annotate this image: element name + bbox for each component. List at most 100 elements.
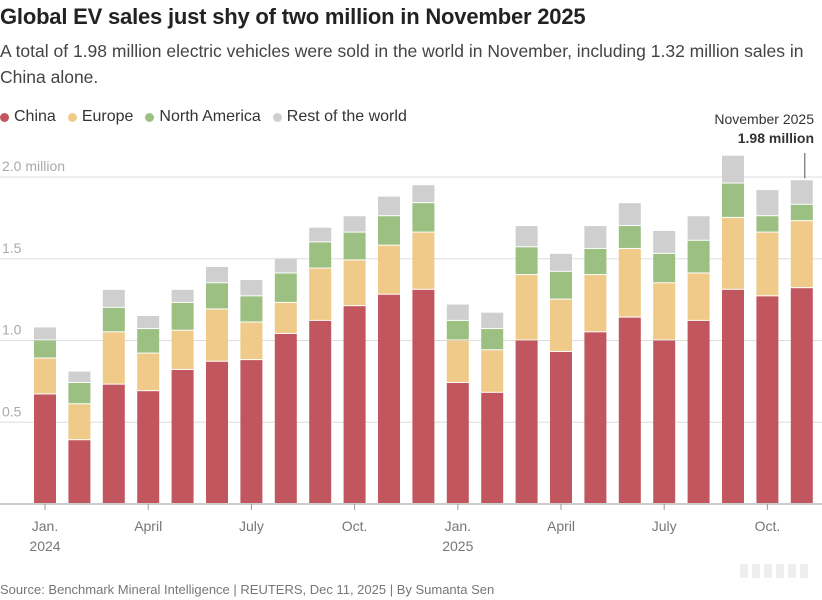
bar-segment-north-america bbox=[618, 226, 641, 248]
bar-segment-north-america bbox=[240, 296, 263, 322]
bar-segment-rest-of-the-world bbox=[102, 289, 125, 307]
bar-segment-north-america bbox=[171, 302, 194, 330]
bar-segment-north-america bbox=[584, 248, 607, 275]
legend-swatch-europe bbox=[67, 112, 77, 122]
x-tick-year-label: 2025 bbox=[442, 538, 473, 554]
bar-segment-china bbox=[446, 383, 469, 503]
latest-value-annotation: November 2025 1.98 million bbox=[714, 110, 814, 148]
bar-segment-rest-of-the-world bbox=[618, 203, 641, 226]
bar-segment-north-america bbox=[756, 216, 779, 232]
bar-segment-north-america bbox=[687, 240, 710, 273]
chart-title: Global EV sales just shy of two million … bbox=[0, 4, 586, 29]
bar-segment-north-america bbox=[378, 216, 400, 245]
x-tick-label: July bbox=[652, 518, 677, 534]
bar-segment-europe bbox=[515, 275, 538, 340]
stacked-bar-chart: 0.5 1.0 1.5 2.0 million Jan. 2024 April July Oct… bbox=[0, 153, 822, 554]
legend-label-rest-of-world: Rest of the world bbox=[286, 108, 407, 125]
bar-segment-north-america bbox=[446, 320, 469, 340]
chart-subtitle: A total of 1.98 million electric vehicle… bbox=[0, 41, 804, 87]
bar-segment-europe bbox=[584, 275, 607, 332]
bar-segment-rest-of-the-world bbox=[412, 185, 435, 203]
bar-segment-china bbox=[481, 392, 504, 503]
source-credit: Source: Benchmark Mineral Intelligence |… bbox=[0, 582, 495, 597]
bar-segment-china bbox=[274, 333, 297, 503]
bar-segment-rest-of-the-world bbox=[481, 312, 504, 329]
bar-segment-china bbox=[206, 361, 228, 503]
bar-segment-china bbox=[550, 351, 572, 503]
x-tick-label: Jan. bbox=[32, 518, 58, 534]
bar-segment-rest-of-the-world bbox=[309, 227, 332, 242]
x-tick-label: Oct. bbox=[755, 518, 781, 534]
x-tick-year-label: 2024 bbox=[29, 538, 60, 554]
x-tick-label: April bbox=[547, 518, 575, 534]
watermark-icon bbox=[740, 564, 808, 578]
bar-segment-north-america bbox=[137, 329, 160, 353]
bar-segment-north-america bbox=[412, 203, 435, 232]
bar-segment-north-america bbox=[790, 204, 813, 221]
legend-swatch-rest-of-world bbox=[272, 112, 282, 122]
bar-segment-europe bbox=[550, 299, 572, 351]
bar-segment-north-america bbox=[481, 329, 504, 350]
bar-segment-china bbox=[171, 369, 194, 503]
bar-segment-europe bbox=[274, 302, 297, 333]
x-tick-label: April bbox=[134, 518, 162, 534]
annotation-value: 1.98 million bbox=[737, 130, 814, 146]
bar-segment-europe bbox=[137, 353, 160, 391]
bar-segment-europe bbox=[687, 273, 710, 320]
bar-segment-rest-of-the-world bbox=[722, 155, 744, 183]
bar-segment-europe bbox=[446, 340, 469, 383]
bar-segment-china bbox=[343, 306, 366, 503]
legend-item-north-america: North America bbox=[145, 108, 261, 126]
bar-segment-europe bbox=[618, 248, 641, 317]
x-tick-label: Oct. bbox=[342, 518, 368, 534]
bar-segment-europe bbox=[378, 245, 400, 294]
bar-segment-china bbox=[378, 294, 400, 503]
bar-segment-north-america bbox=[102, 307, 125, 332]
bar-segment-europe bbox=[412, 232, 435, 289]
legend: China Europe North America Rest of the w… bbox=[0, 108, 419, 126]
annotation-month: November 2025 bbox=[714, 111, 814, 127]
bar-segment-rest-of-the-world bbox=[274, 258, 297, 273]
bar-segment-rest-of-the-world bbox=[343, 216, 366, 232]
bar-segment-rest-of-the-world bbox=[515, 226, 538, 247]
bar-segment-china bbox=[240, 360, 263, 503]
bar-segment-china bbox=[722, 289, 744, 503]
bar-segment-rest-of-the-world bbox=[34, 327, 56, 340]
legend-swatch-north-america bbox=[145, 112, 155, 122]
bar-segment-china bbox=[653, 340, 676, 503]
bar-segment-rest-of-the-world bbox=[584, 226, 607, 248]
bar-segment-north-america bbox=[34, 340, 56, 358]
legend-swatch-china bbox=[0, 112, 9, 122]
bar-segment-china bbox=[515, 340, 538, 503]
bar-segment-europe bbox=[102, 332, 125, 384]
bar-segment-north-america bbox=[550, 271, 572, 299]
bar-segment-rest-of-the-world bbox=[687, 216, 710, 240]
bar-segment-europe bbox=[756, 232, 779, 296]
bar-segment-china bbox=[68, 440, 91, 503]
legend-item-rest-of-world: Rest of the world bbox=[272, 108, 407, 126]
bar-segment-china bbox=[618, 317, 641, 503]
bar-segment-europe bbox=[171, 330, 194, 369]
bar-segment-europe bbox=[206, 309, 228, 361]
bar-segment-north-america bbox=[515, 247, 538, 275]
bar-segment-north-america bbox=[274, 273, 297, 302]
bar-segment-europe bbox=[240, 322, 263, 360]
bar-segment-north-america bbox=[343, 232, 366, 260]
legend-label-europe: Europe bbox=[81, 108, 134, 125]
bar-segment-europe bbox=[481, 350, 504, 392]
bar-segment-china bbox=[756, 296, 779, 503]
bar-segment-china bbox=[34, 394, 56, 503]
bar-segment-rest-of-the-world bbox=[653, 230, 676, 253]
bar-segment-china bbox=[584, 332, 607, 503]
bar-segment-north-america bbox=[722, 183, 744, 217]
y-tick-label: 0.5 bbox=[2, 403, 22, 419]
bar-segment-rest-of-the-world bbox=[206, 266, 228, 283]
bar-segment-rest-of-the-world bbox=[446, 304, 469, 320]
y-tick-label: 1.0 bbox=[2, 322, 22, 338]
bar-segment-rest-of-the-world bbox=[137, 315, 160, 329]
bar-segment-north-america bbox=[68, 383, 91, 404]
bar-segment-china bbox=[102, 384, 125, 503]
legend-item-china: China bbox=[0, 108, 56, 126]
bar-segment-europe bbox=[343, 260, 366, 306]
bar-segment-europe bbox=[722, 217, 744, 289]
